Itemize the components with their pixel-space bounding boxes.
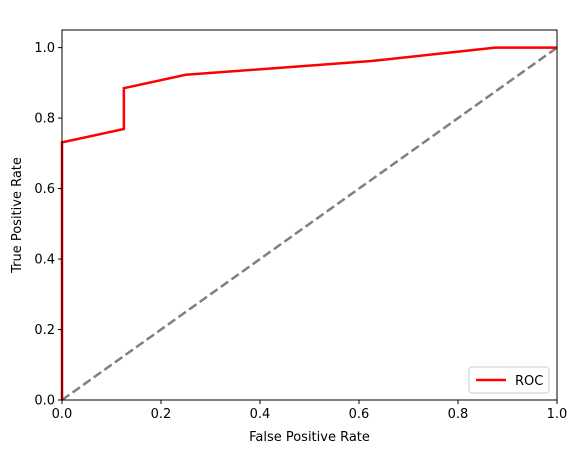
plot-area xyxy=(60,46,558,402)
y-tick-label: 0.4 xyxy=(34,253,55,268)
axes-frame xyxy=(61,29,558,401)
x-tick-label: 0.8 xyxy=(448,407,469,422)
series-line-roc xyxy=(60,46,557,400)
y-tick-label: 0.8 xyxy=(34,112,55,127)
x-tick-label: 1.0 xyxy=(547,407,568,422)
x-axis-label: False Positive Rate xyxy=(249,430,370,445)
series-line-diagonal xyxy=(61,46,558,402)
y-axis-label: True Positive Rate xyxy=(10,157,25,274)
x-tick-label: 0.2 xyxy=(151,407,172,422)
x-tick-label: 0.6 xyxy=(349,407,370,422)
legend: ROC xyxy=(468,366,550,394)
y-tick-label: 0.0 xyxy=(34,394,55,409)
legend-box xyxy=(468,366,550,394)
y-axis: 0.0 0.2 0.4 0.6 0.8 1.0 xyxy=(34,41,62,409)
x-tick-label: 0.4 xyxy=(250,407,271,422)
y-tick-label: 0.2 xyxy=(34,323,55,338)
x-tick-label: 0.0 xyxy=(52,407,73,422)
x-axis: 0.0 0.2 0.4 0.6 0.8 1.0 xyxy=(52,400,568,422)
legend-label-roc: ROC xyxy=(515,374,543,389)
y-tick-label: 1.0 xyxy=(34,41,55,56)
y-tick-label: 0.6 xyxy=(34,182,55,197)
